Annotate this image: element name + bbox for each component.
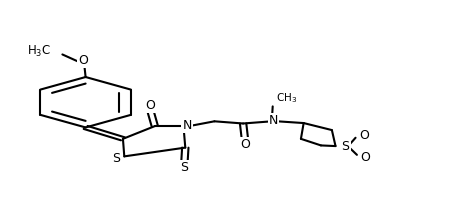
Text: S: S <box>112 152 120 165</box>
Text: O: O <box>240 138 250 151</box>
Text: S: S <box>342 140 349 153</box>
Text: CH$_3$: CH$_3$ <box>276 91 298 105</box>
Text: O: O <box>78 54 88 67</box>
Text: H$_3$C: H$_3$C <box>27 44 51 59</box>
Text: O: O <box>145 99 155 112</box>
Text: N: N <box>182 119 192 132</box>
Text: O: O <box>359 129 369 142</box>
Text: N: N <box>269 114 278 127</box>
Text: S: S <box>180 161 188 174</box>
Text: O: O <box>360 151 370 164</box>
